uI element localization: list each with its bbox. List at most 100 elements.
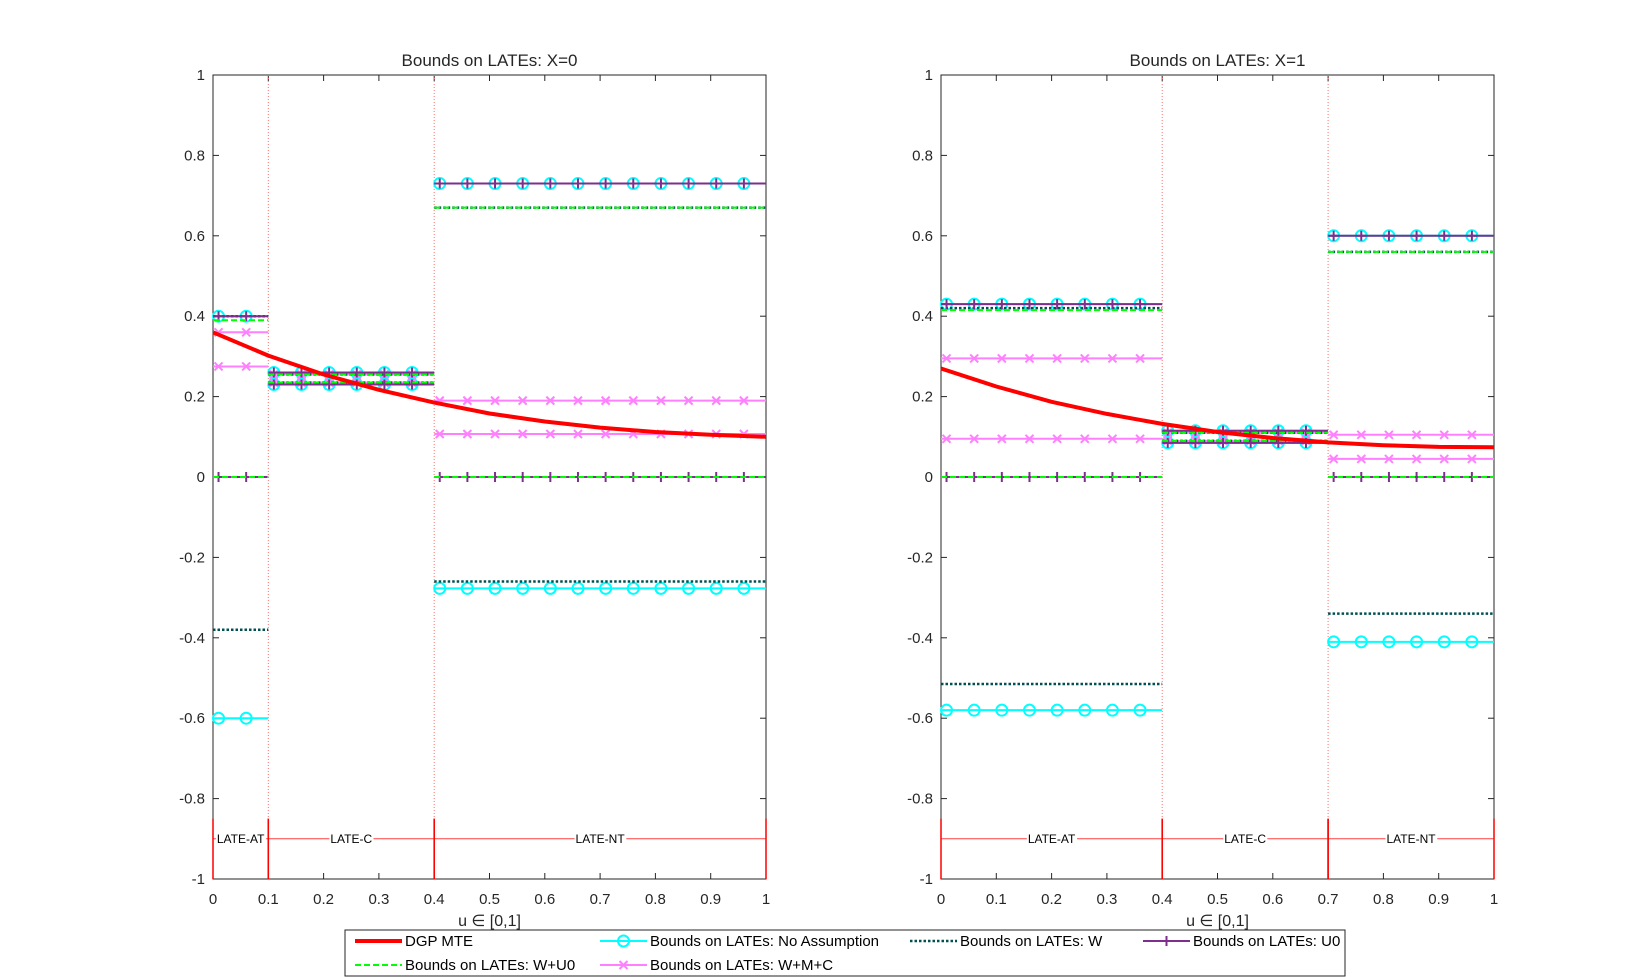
plus-marker [545, 178, 556, 189]
x-tick-label: 0.7 [1318, 891, 1339, 908]
x-marker [1328, 454, 1339, 464]
x-tick-label: 0.2 [313, 891, 334, 908]
x-tick-label: 0.3 [368, 891, 389, 908]
region-label-bg [329, 831, 374, 846]
chart-title: Bounds on LATEs: X=1 [1130, 51, 1306, 70]
plus-marker [1135, 299, 1146, 310]
x-marker [241, 361, 251, 372]
x-marker [1135, 434, 1145, 444]
region-label: LATE-AT [217, 832, 265, 846]
y-tick-label: 0.6 [912, 228, 933, 245]
y-tick-label: 0.2 [912, 389, 933, 406]
x-tick-label: 0.9 [1428, 891, 1449, 908]
plus-marker [1245, 437, 1256, 448]
region-label-bg [1385, 831, 1438, 846]
x-tick-label: 0.6 [534, 891, 555, 908]
x-marker [683, 395, 694, 406]
x-marker [628, 395, 638, 406]
x-marker [618, 960, 629, 970]
circle-marker [1022, 703, 1036, 717]
plus-marker [490, 178, 501, 189]
y-tick-label: 0 [197, 469, 205, 486]
circle-marker [571, 581, 585, 595]
region-label: LATE-C [1224, 832, 1266, 846]
legend-label: Bounds on LATEs: W [960, 933, 1103, 950]
x-marker [462, 395, 473, 406]
circle-marker [516, 581, 530, 595]
legend-box [344, 929, 1346, 977]
plus-marker [296, 367, 307, 378]
x-marker [1024, 353, 1035, 364]
circle-marker [1105, 703, 1119, 717]
y-tick-label: 0.8 [912, 147, 933, 164]
y-tick-label: 1 [197, 67, 205, 84]
region-label-bg [215, 831, 267, 846]
plus-marker [738, 178, 749, 189]
x-marker [969, 353, 979, 364]
plus-marker [268, 379, 279, 390]
region-label-bg [1026, 831, 1078, 846]
plus-marker [996, 299, 1007, 310]
plus-marker [517, 178, 528, 189]
y-tick-label: 1 [925, 67, 933, 84]
x-marker [941, 353, 952, 364]
y-tick-label: -0.8 [179, 791, 205, 808]
plus-marker [379, 379, 390, 390]
plus-marker [1107, 299, 1118, 310]
y-tick-label: -0.4 [907, 630, 933, 647]
x-marker [1328, 430, 1339, 440]
circle-marker [488, 581, 502, 595]
x-marker [997, 434, 1007, 444]
plus-marker [1162, 425, 1173, 436]
plus-marker [572, 178, 583, 189]
region-label: LATE-AT [1028, 832, 1076, 846]
region-label-bg [1223, 831, 1268, 846]
circle-marker [709, 581, 723, 595]
legend-label: Bounds on LATEs: U0 [1193, 933, 1340, 950]
region-label: LATE-NT [576, 832, 626, 846]
x-marker [1467, 454, 1477, 464]
plus-marker [1439, 230, 1450, 241]
x-tick-label: 0.6 [1262, 891, 1283, 908]
x-marker [1356, 454, 1366, 464]
plus-marker [1300, 425, 1311, 436]
y-tick-label: 0.8 [184, 147, 205, 164]
x-marker [1411, 454, 1422, 464]
x-tick-label: 0.4 [1152, 891, 1173, 908]
x-tick-label: 0 [937, 891, 945, 908]
plus-marker [462, 178, 473, 189]
plus-marker [1466, 230, 1477, 241]
legend-label: DGP MTE [405, 933, 473, 950]
legend: DGP MTE Bounds on LATEs: No Assumption B… [344, 929, 1346, 977]
region-label-bg [574, 831, 627, 846]
x-marker [1439, 430, 1449, 440]
plus-marker [655, 178, 666, 189]
x-marker [517, 429, 528, 439]
plus-marker [1024, 299, 1035, 310]
x-marker [1439, 454, 1449, 464]
circle-marker [737, 581, 751, 595]
y-tick-label: -0.2 [179, 549, 205, 566]
x-tick-label: 0.5 [479, 891, 500, 908]
plus-marker [1273, 425, 1284, 436]
plus-marker [1190, 437, 1201, 448]
region-label: LATE-NT [1386, 832, 1436, 846]
plus-marker [1162, 437, 1173, 448]
circle-marker [967, 703, 981, 717]
circle-marker [617, 934, 630, 948]
y-tick-label: 0.6 [184, 228, 205, 245]
plus-marker [351, 367, 362, 378]
plus-marker [1052, 299, 1063, 310]
x-marker [1384, 430, 1394, 440]
circle-marker [599, 581, 613, 595]
x-marker [1107, 434, 1118, 444]
circle-marker [654, 581, 668, 595]
plus-marker [407, 367, 418, 378]
y-tick-label: -1 [920, 871, 933, 888]
x-marker [711, 395, 721, 406]
y-tick-label: -0.4 [179, 630, 205, 647]
circle-marker [1050, 703, 1064, 717]
plus-marker [941, 299, 952, 310]
plus-marker [1356, 230, 1367, 241]
